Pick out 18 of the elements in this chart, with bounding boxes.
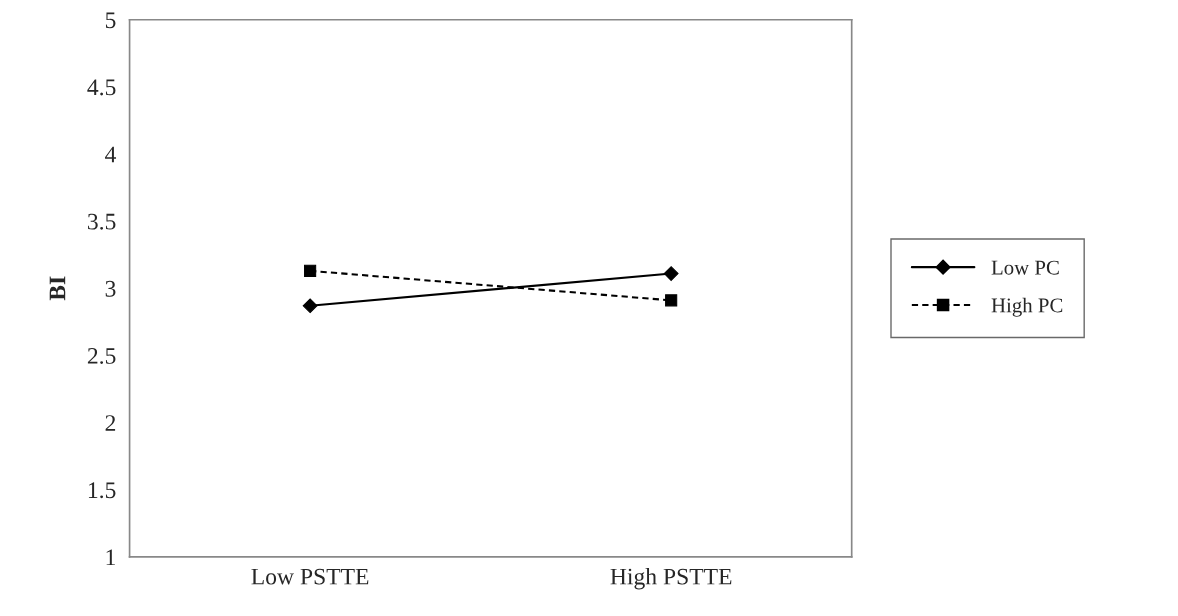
legend-label: Low PC <box>991 260 1059 275</box>
point <box>304 264 317 277</box>
x-tick-label: Low PSTTE <box>251 568 369 585</box>
x-tick-label: High PSTTE <box>610 567 732 590</box>
y-tick-label: 2 <box>105 415 116 431</box>
y-tick-label: 4.5 <box>87 79 116 96</box>
y-tick-label: 5 <box>105 12 116 29</box>
y-tick-label: 2.5 <box>87 347 116 364</box>
y-tick-label: 3 <box>105 280 116 297</box>
y-tick-label: 1 <box>106 549 115 566</box>
y-tick-label: 4 <box>105 146 117 163</box>
y-axis-title: BI <box>49 276 66 301</box>
point <box>663 266 679 281</box>
y-tick-label: 3.5 <box>88 213 116 230</box>
legend-label: High PC <box>991 297 1063 317</box>
point <box>665 294 678 307</box>
point <box>302 298 318 314</box>
y-tick-label: 1.5 <box>88 482 116 499</box>
